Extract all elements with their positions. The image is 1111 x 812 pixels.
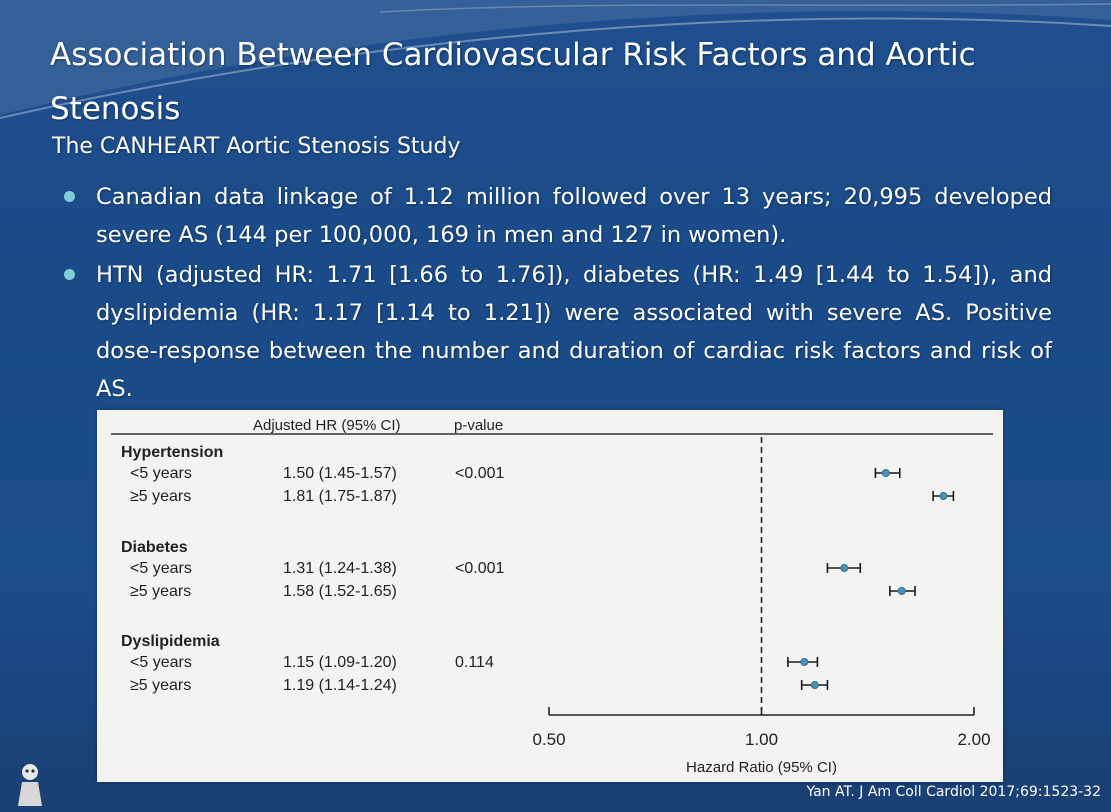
bullet-text: Canadian data linkage of 1.12 million fo… xyxy=(96,184,1052,248)
row-label: ≥5 years xyxy=(130,583,191,600)
hr-point xyxy=(939,492,948,501)
column-header-hr: Adjusted HR (95% CI) xyxy=(253,417,401,434)
p-value: <0.001 xyxy=(455,560,504,577)
bullet-item: HTN (adjusted HR: 1.71 [1.66 to 1.76]), … xyxy=(62,256,1052,408)
row-label: <5 years xyxy=(130,560,192,577)
bullet-text: HTN (adjusted HR: 1.71 [1.66 to 1.76]), … xyxy=(96,262,1052,402)
citation: Yan AT. J Am Coll Cardiol 2017;69:1523-3… xyxy=(806,784,1101,800)
logo-icon xyxy=(18,764,42,806)
x-tick-label: 2.00 xyxy=(957,730,990,749)
ci-text: 1.31 (1.24-1.38) xyxy=(283,560,397,577)
ci-text: 1.58 (1.52-1.65) xyxy=(283,583,397,600)
ci-text: 1.15 (1.09-1.20) xyxy=(283,654,397,671)
p-value: <0.001 xyxy=(455,465,504,482)
bullet-list: Canadian data linkage of 1.12 million fo… xyxy=(62,178,1052,410)
hr-point xyxy=(840,563,849,572)
hr-point xyxy=(897,586,906,595)
p-value: 0.114 xyxy=(455,654,494,671)
row-label: <5 years xyxy=(130,465,192,482)
hr-point xyxy=(810,680,819,689)
hr-point xyxy=(881,469,890,478)
row-label: ≥5 years xyxy=(130,677,191,694)
group-label: Dyslipidemia xyxy=(121,633,220,650)
bullet-dot-icon xyxy=(64,269,75,280)
ci-text: 1.50 (1.45-1.57) xyxy=(283,465,397,482)
row-label: ≥5 years xyxy=(130,488,191,505)
slide-title: Association Between Cardiovascular Risk … xyxy=(50,37,976,127)
x-tick-label: 0.50 xyxy=(532,730,565,749)
row-label: <5 years xyxy=(130,654,192,671)
bullet-dot-icon xyxy=(64,191,75,202)
forest-plot-panel: Adjusted HR (95% CI) p-value Hypertension <… xyxy=(97,410,1003,782)
group-label: Hypertension xyxy=(121,444,223,461)
x-tick-label: 1.00 xyxy=(745,730,778,749)
hr-point xyxy=(800,657,809,666)
column-header-pvalue: p-value xyxy=(454,417,503,434)
group-label: Diabetes xyxy=(121,539,188,556)
forest-plot: Adjusted HR (95% CI) p-value Hypertension <… xyxy=(111,417,993,776)
slide-subtitle: The CANHEART Aortic Stenosis Study xyxy=(52,134,461,159)
ci-text: 1.19 (1.14-1.24) xyxy=(283,677,397,694)
x-axis-title: Hazard Ratio (95% CI) xyxy=(686,759,837,776)
bullet-item: Canadian data linkage of 1.12 million fo… xyxy=(62,178,1052,254)
ci-text: 1.81 (1.75-1.87) xyxy=(283,488,397,505)
